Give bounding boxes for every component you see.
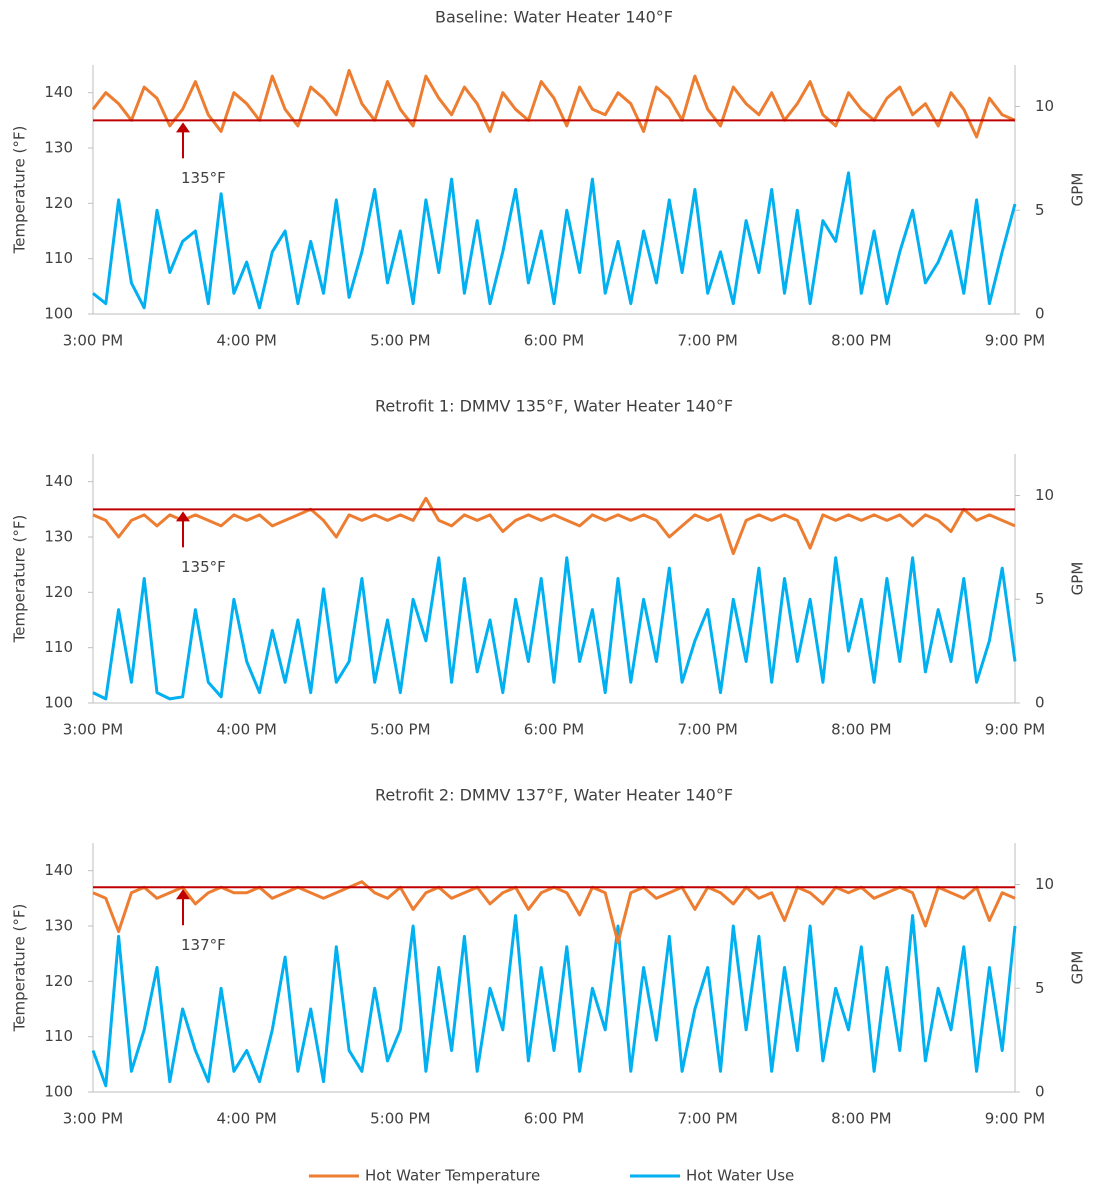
annotation: 137°F bbox=[181, 936, 226, 954]
series-line bbox=[92, 496, 1016, 556]
x-tick-label: 9:00 PM bbox=[985, 721, 1045, 739]
y-tick-label: 100 bbox=[44, 305, 73, 323]
x-tick-label: 4:00 PM bbox=[216, 1110, 276, 1128]
x-tick-label: 7:00 PM bbox=[677, 1110, 737, 1128]
y2-tick-label: 5 bbox=[1035, 590, 1045, 608]
x-tick-label: 9:00 PM bbox=[985, 332, 1045, 350]
x-tick-label: 9:00 PM bbox=[985, 1110, 1045, 1128]
x-tick-label: 6:00 PM bbox=[524, 721, 584, 739]
y-tick-label: 110 bbox=[44, 249, 73, 267]
x-tick-label: 7:00 PM bbox=[677, 332, 737, 350]
x-tick-label: 6:00 PM bbox=[524, 1110, 584, 1128]
annotation: 135°F bbox=[181, 169, 226, 187]
y-tick-label: 120 bbox=[44, 194, 73, 212]
y-tick-label: 140 bbox=[44, 472, 73, 490]
y2-tick-label: 10 bbox=[1035, 486, 1054, 504]
x-tick-label: 5:00 PM bbox=[370, 332, 430, 350]
y-axis-title: Temperature (°F) bbox=[11, 126, 29, 255]
x-tick-label: 5:00 PM bbox=[370, 1110, 430, 1128]
y-tick-label: 110 bbox=[44, 638, 73, 656]
chart-title: Retrofit 2: DMMV 137°F, Water Heater 140… bbox=[375, 786, 733, 805]
y-axis-title: Temperature (°F) bbox=[11, 904, 29, 1033]
x-tick-label: 3:00 PM bbox=[63, 332, 123, 350]
x-tick-label: 3:00 PM bbox=[63, 1110, 123, 1128]
x-tick-label: 4:00 PM bbox=[216, 721, 276, 739]
x-tick-label: 8:00 PM bbox=[831, 332, 891, 350]
annotation-arrowhead bbox=[176, 122, 190, 133]
annotation: 135°F bbox=[181, 558, 226, 576]
y2-tick-label: 5 bbox=[1035, 979, 1045, 997]
x-tick-label: 8:00 PM bbox=[831, 721, 891, 739]
y-tick-label: 100 bbox=[44, 1083, 73, 1101]
x-tick-label: 6:00 PM bbox=[524, 332, 584, 350]
annotation-arrowhead bbox=[176, 511, 190, 522]
y-tick-label: 120 bbox=[44, 583, 73, 601]
chart-title: Baseline: Water Heater 140°F bbox=[435, 8, 673, 27]
y2-tick-label: 10 bbox=[1035, 875, 1054, 893]
y2-tick-label: 5 bbox=[1035, 201, 1045, 219]
y-tick-label: 130 bbox=[44, 139, 73, 157]
y-tick-label: 140 bbox=[44, 861, 73, 879]
x-tick-label: 7:00 PM bbox=[677, 721, 737, 739]
legend-label: Hot Water Temperature bbox=[365, 1167, 540, 1185]
y-tick-label: 130 bbox=[44, 528, 73, 546]
series-line bbox=[91, 914, 1017, 1088]
chart-title: Retrofit 1: DMMV 135°F, Water Heater 140… bbox=[375, 397, 733, 416]
x-tick-label: 8:00 PM bbox=[831, 1110, 891, 1128]
legend-label: Hot Water Use bbox=[686, 1167, 794, 1185]
y-axis-title: Temperature (°F) bbox=[11, 515, 29, 644]
y-tick-label: 140 bbox=[44, 83, 73, 101]
y2-tick-label: 0 bbox=[1035, 694, 1045, 712]
x-tick-label: 5:00 PM bbox=[370, 721, 430, 739]
y-tick-label: 110 bbox=[44, 1027, 73, 1045]
y2-axis-title: GPM bbox=[1069, 562, 1087, 596]
y-tick-label: 120 bbox=[44, 972, 73, 990]
series-line bbox=[92, 171, 1017, 310]
y2-tick-label: 0 bbox=[1035, 305, 1045, 323]
y-tick-label: 130 bbox=[44, 917, 73, 935]
series-line bbox=[91, 69, 1016, 139]
annotation-arrowhead bbox=[176, 889, 190, 900]
series-line bbox=[92, 880, 1016, 945]
y-tick-label: 100 bbox=[44, 694, 73, 712]
series-line bbox=[92, 556, 1017, 701]
y2-tick-label: 0 bbox=[1035, 1083, 1045, 1101]
y2-tick-label: 10 bbox=[1035, 97, 1054, 115]
x-tick-label: 3:00 PM bbox=[63, 721, 123, 739]
y2-axis-title: GPM bbox=[1069, 173, 1087, 207]
y2-axis-title: GPM bbox=[1069, 951, 1087, 985]
x-tick-label: 4:00 PM bbox=[216, 332, 276, 350]
